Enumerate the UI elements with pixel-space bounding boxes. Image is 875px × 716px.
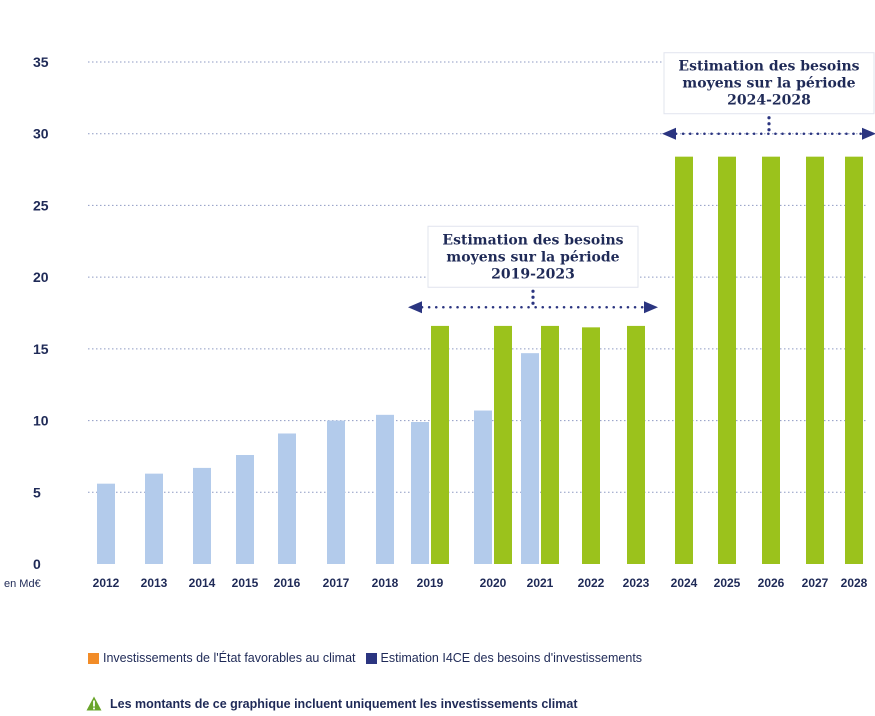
connector-dot xyxy=(531,295,535,299)
bar-i4ce-estimate xyxy=(582,327,600,564)
y-tick-label: 25 xyxy=(33,197,49,213)
bar-state-investment xyxy=(376,414,394,564)
bar-state-investment xyxy=(521,353,539,564)
x-tick-label: 2025 xyxy=(714,576,741,590)
bar-i4ce-estimate xyxy=(541,325,559,564)
warning-triangle-icon xyxy=(86,696,102,711)
y-tick-label: 30 xyxy=(33,126,49,142)
x-tick-label: 2019 xyxy=(417,576,444,590)
x-tick-label: 2017 xyxy=(323,576,350,590)
x-tick-label: 2023 xyxy=(623,576,650,590)
connector-dot xyxy=(767,122,771,126)
bar-i4ce-estimate xyxy=(806,156,824,565)
bar-i4ce-estimate xyxy=(627,325,645,564)
annotation-box xyxy=(663,52,875,115)
x-tick-label: 2026 xyxy=(758,576,785,590)
y-tick-label: 10 xyxy=(33,413,49,429)
bar-i4ce-estimate xyxy=(494,325,512,564)
x-tick-label: 2020 xyxy=(480,576,507,590)
bar-state-investment xyxy=(145,473,163,564)
annotation-text: Estimation des besoins xyxy=(442,232,623,248)
annotation-text: 2019-2023 xyxy=(491,266,575,282)
bar-i4ce-estimate xyxy=(845,156,863,565)
connector-dot xyxy=(767,128,771,132)
legend-label-state-investments: Investissements de l'État favorables au … xyxy=(103,651,356,665)
y-tick-label: 0 xyxy=(33,556,41,572)
footnote: Les montants de ce graphique incluent un… xyxy=(86,696,577,711)
annotation-text: moyens sur la période xyxy=(682,76,855,92)
bar-state-investment xyxy=(278,433,296,564)
legend-swatch-navy xyxy=(365,652,377,664)
legend-item-i4ce-estimate: Estimation I4CE des besoins d'investisse… xyxy=(365,651,643,665)
x-tick-label: 2022 xyxy=(578,576,605,590)
x-tick-label: 2018 xyxy=(372,576,399,590)
bar-i4ce-estimate xyxy=(762,156,780,565)
x-tick-label: 2012 xyxy=(93,576,120,590)
x-tick-label: 2024 xyxy=(671,576,698,590)
x-tick-label: 2021 xyxy=(527,576,554,590)
annotation-text: 2024-2028 xyxy=(727,93,811,109)
x-tick-label: 2016 xyxy=(274,576,301,590)
unit-label: en Md€ xyxy=(4,578,41,590)
bar-state-investment xyxy=(411,422,429,564)
bar-i4ce-estimate xyxy=(675,156,693,565)
x-tick-label: 2014 xyxy=(189,576,216,590)
arrow-head-left xyxy=(662,127,676,140)
x-tick-label: 2027 xyxy=(802,576,829,590)
bar-i4ce-estimate xyxy=(431,325,449,564)
annotation-text: moyens sur la période xyxy=(446,249,619,265)
y-tick-label: 35 xyxy=(33,54,49,70)
bar-state-investment xyxy=(97,483,115,564)
arrow-head-right xyxy=(862,127,875,140)
arrow-head-right xyxy=(644,301,658,314)
bar-state-investment xyxy=(193,467,211,564)
y-tick-label: 20 xyxy=(33,269,49,285)
annotation-box xyxy=(427,225,639,288)
x-tick-label: 2013 xyxy=(141,576,168,590)
footnote-text: Les montants de ce graphique incluent un… xyxy=(110,696,578,711)
connector-dot xyxy=(531,289,535,293)
legend-item-state-investments: Investissements de l'État favorables au … xyxy=(88,651,356,665)
y-tick-label: 5 xyxy=(33,484,41,500)
legend: Investissements de l'État favorables au … xyxy=(88,651,652,665)
legend-label-i4ce-estimate: Estimation I4CE des besoins d'investisse… xyxy=(380,651,643,665)
bar-i4ce-estimate xyxy=(718,156,736,565)
bar-state-investment xyxy=(327,420,345,564)
x-tick-label: 2015 xyxy=(232,576,259,590)
annotation-text: Estimation des besoins xyxy=(678,59,859,75)
bar-state-investment xyxy=(236,454,254,564)
legend-swatch-orange xyxy=(88,652,99,664)
arrow-head-left xyxy=(408,301,422,314)
connector-dot xyxy=(767,116,771,120)
x-tick-label: 2028 xyxy=(841,576,868,590)
connector-dot xyxy=(531,301,535,305)
bar-state-investment xyxy=(474,410,492,564)
y-tick-label: 15 xyxy=(33,341,49,357)
